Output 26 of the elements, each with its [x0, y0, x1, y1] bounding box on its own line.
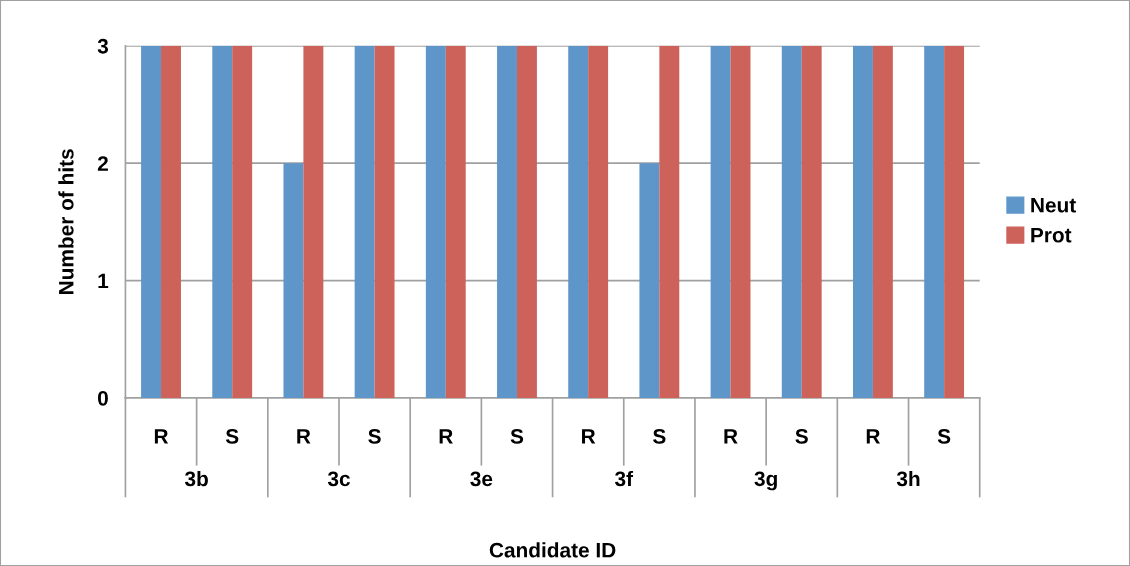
x-tick-label: R — [866, 429, 881, 444]
y-axis-title: Number of hits — [58, 149, 74, 294]
x-axis-title: Candidate ID — [489, 542, 616, 558]
legend-label: Prot — [1031, 227, 1072, 243]
y-tick-label: 2 — [97, 156, 108, 171]
text: 3h — [896, 470, 920, 487]
text: 3f — [614, 470, 634, 487]
text: 3g — [754, 471, 777, 491]
x-tick-label: R — [582, 429, 596, 444]
text: 3e — [470, 471, 493, 487]
x-tick-label: R — [154, 429, 169, 444]
legend-label: Neut — [1031, 198, 1076, 213]
text: 3c — [327, 471, 350, 487]
x-tick-label: S — [368, 429, 381, 444]
y-tick-label: 1 — [98, 273, 109, 289]
x-tick-label: S — [510, 429, 524, 444]
x-tick-label: R — [297, 429, 311, 444]
text: 3b — [184, 470, 208, 487]
x-tick-label: S — [937, 429, 951, 444]
y-tick-label: 0 — [98, 390, 108, 406]
x-tick-label: S — [225, 429, 239, 444]
x-tick-label: R — [724, 429, 738, 444]
x-tick-label: S — [795, 429, 808, 444]
y-tick-label: 3 — [97, 38, 109, 54]
x-tick-label: R — [439, 429, 453, 444]
x-tick-label: S — [653, 429, 666, 444]
